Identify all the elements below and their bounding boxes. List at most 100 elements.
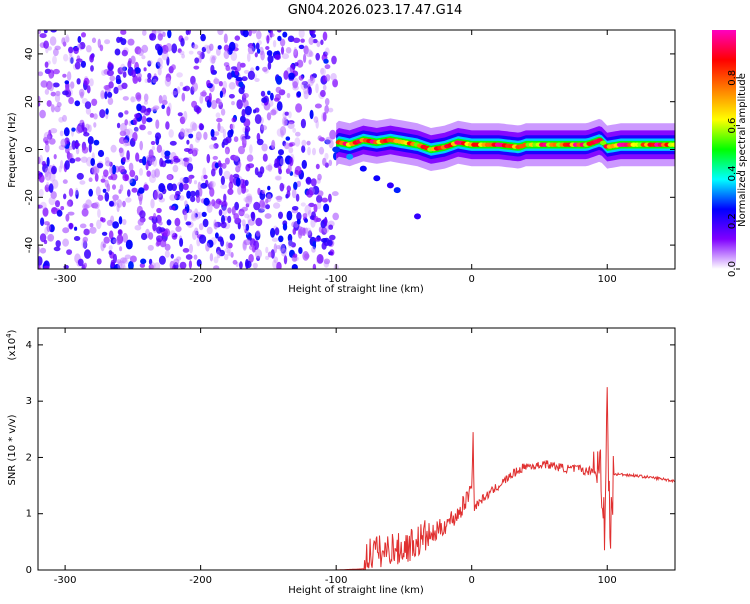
noise-cell	[311, 246, 316, 253]
noise-cell	[229, 174, 234, 184]
noise-cell	[237, 211, 245, 216]
snr-x-tick-label: 100	[598, 575, 617, 586]
noise-cell	[280, 243, 287, 254]
noise-cell	[220, 184, 228, 189]
noise-cell	[294, 137, 301, 147]
noise-cell	[199, 234, 207, 244]
noise-cell	[93, 113, 98, 120]
noise-cell	[100, 217, 104, 222]
noise-cell	[328, 107, 334, 113]
noise-cell	[48, 138, 56, 145]
noise-cell	[332, 212, 340, 221]
noise-cell	[184, 200, 188, 208]
secondary-branch-cell	[386, 182, 394, 189]
noise-cell	[243, 138, 248, 144]
noise-cell	[245, 195, 253, 205]
noise-cell	[235, 177, 241, 187]
noise-cell	[321, 238, 328, 243]
noise-cell	[225, 136, 232, 144]
noise-cell	[247, 45, 255, 55]
noise-cell	[179, 116, 186, 125]
noise-cell	[271, 237, 279, 242]
noise-cell	[81, 208, 89, 217]
noise-cell	[166, 106, 171, 117]
noise-cell	[288, 72, 295, 80]
noise-cell	[46, 156, 50, 167]
noise-cell	[141, 232, 148, 241]
noise-cell	[223, 44, 230, 52]
noise-cell	[38, 102, 41, 107]
noise-cell	[329, 249, 335, 256]
noise-cell	[75, 189, 79, 199]
noise-cell	[108, 200, 114, 207]
noise-cell	[89, 226, 97, 234]
noise-cell	[198, 211, 203, 219]
noise-cell	[82, 236, 89, 243]
noise-cell	[303, 90, 309, 100]
noise-cell	[39, 109, 46, 119]
noise-cell	[307, 146, 311, 156]
noise-cell	[282, 31, 288, 38]
snr-y-tick-label: 4	[26, 340, 32, 351]
noise-cell	[75, 125, 82, 134]
noise-cell	[270, 92, 274, 101]
noise-cell	[254, 114, 262, 125]
colorbar: 0.0 0.2 0.4 0.6 0.8 Normalized spectral ampl…	[712, 30, 748, 277]
noise-cell	[99, 109, 106, 119]
noise-cell	[301, 159, 307, 169]
noise-cell	[50, 30, 57, 33]
noise-cell	[188, 260, 192, 269]
noise-cell	[211, 56, 216, 64]
noise-cell	[195, 131, 202, 141]
noise-cell	[323, 203, 330, 213]
noise-cell	[128, 58, 132, 65]
noise-cell	[289, 63, 295, 74]
noise-cell	[83, 228, 90, 236]
noise-cell	[190, 196, 196, 203]
noise-cell	[186, 139, 190, 145]
noise-cell	[106, 69, 114, 77]
colorbar-tick-label: 0.6	[727, 118, 738, 134]
noise-cell	[245, 258, 249, 269]
noise-cell	[273, 202, 281, 209]
noise-cell	[174, 217, 181, 227]
noise-cell	[131, 69, 137, 78]
noise-cell	[84, 101, 92, 109]
noise-cell	[224, 254, 229, 261]
noise-cell	[274, 93, 281, 101]
noise-cell	[80, 60, 86, 68]
noise-cell	[223, 50, 230, 60]
noise-cell	[316, 201, 322, 210]
noise-cell	[186, 128, 194, 133]
noise-cell	[212, 155, 218, 160]
colorbar-tick-label: 0.0	[727, 261, 738, 277]
noise-cell	[68, 188, 74, 197]
noise-cell	[291, 264, 298, 269]
snr-x-ticks: -300 -200 -100 0 100	[54, 328, 617, 586]
noise-cell	[180, 37, 185, 47]
noise-cell	[276, 245, 281, 250]
secondary-branch-cell	[414, 213, 421, 220]
noise-cell	[97, 149, 105, 158]
noise-cell	[221, 141, 225, 148]
noise-cell	[217, 30, 224, 36]
noise-cell	[316, 41, 321, 48]
noise-cell	[148, 258, 153, 265]
noise-cell	[296, 59, 304, 68]
noise-cell	[181, 92, 186, 102]
noise-cell	[185, 221, 192, 226]
noise-cell	[216, 117, 223, 123]
noise-cell	[108, 245, 113, 251]
noise-cell	[284, 142, 290, 150]
noise-cell	[76, 43, 82, 49]
noise-cell	[126, 150, 130, 161]
snr-y-tick-label: 2	[26, 452, 32, 463]
noise-cell	[216, 47, 221, 56]
noise-cell	[298, 44, 305, 50]
noise-cell	[199, 94, 204, 104]
noise-cell	[39, 33, 47, 39]
noise-cell	[320, 89, 326, 98]
noise-cell	[222, 200, 228, 208]
noise-cell	[54, 93, 61, 103]
noise-cell	[266, 112, 272, 121]
